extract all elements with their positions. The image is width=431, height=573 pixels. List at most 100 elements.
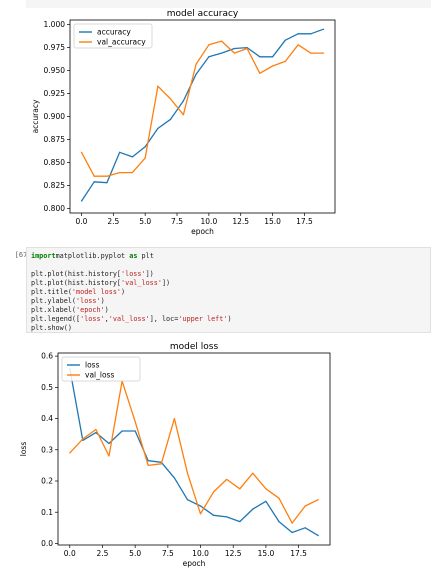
data-point-val-loss (186, 472, 189, 474)
code-keyword: as (129, 252, 138, 260)
code-text: ) (100, 297, 105, 305)
code-line: plt.plot(hist.history['loss']) (31, 270, 154, 278)
data-point-val-accuracy (80, 151, 83, 153)
series-line-val-accuracy (80, 40, 324, 177)
x-tick-label: 17.5 (290, 549, 307, 558)
x-tick-label: 5.0 (129, 549, 141, 558)
x-tick-label: 15.0 (258, 549, 275, 558)
plot-frame (57, 352, 331, 546)
code-text: plt.ylabel( (31, 297, 77, 305)
data-point-val-accuracy (182, 114, 184, 116)
series-line-accuracy (80, 28, 324, 202)
plot-frame (69, 19, 336, 214)
code-text: plt.legend([ (31, 315, 81, 323)
y-tick-label: 0.4 (41, 414, 53, 423)
data-point-loss (213, 514, 215, 516)
data-point-loss (121, 430, 123, 432)
data-point-val-loss (199, 513, 202, 515)
y-axis-label: loss (19, 442, 28, 457)
data-point-accuracy (80, 200, 83, 202)
code-text: plt.title( (31, 288, 72, 296)
code-line: plt.xlabel('epoch') (31, 306, 109, 314)
y-tick-label: 0.3 (41, 445, 53, 454)
chart-title: model loss (170, 342, 219, 352)
data-point-accuracy (284, 39, 286, 41)
data-point-accuracy (271, 56, 274, 58)
data-point-val-accuracy (208, 44, 210, 46)
code-line: plt.plot(hist.history['val_loss']) (31, 279, 170, 287)
y-tick-label: 0.825 (44, 181, 66, 190)
data-point-loss (252, 508, 254, 510)
data-point-accuracy (221, 52, 223, 54)
data-point-loss (134, 430, 136, 432)
x-tick-label: 7.5 (171, 217, 183, 226)
x-tick-label: 7.5 (162, 549, 174, 558)
data-point-loss (147, 460, 149, 462)
data-point-accuracy (157, 127, 159, 130)
code-string: 'model loss' (71, 288, 122, 296)
code-text: ]) (145, 270, 154, 278)
legend-label: accuracy (97, 28, 131, 37)
code-text: , (104, 315, 109, 323)
x-tick-label: 12.5 (232, 217, 249, 226)
data-point-val-loss (160, 463, 162, 465)
y-tick-label: 0.6 (41, 352, 53, 361)
cell-input[interactable]: importmatplotlib.pyplot as plt plt.plot(… (26, 247, 431, 333)
y-tick-label: 0.950 (44, 66, 66, 75)
data-point-val-loss (173, 417, 175, 420)
chart-title: model accuracy (167, 9, 239, 19)
legend-label: val_loss (85, 371, 114, 380)
y-tick-label: 0.975 (44, 43, 66, 52)
y-tick-label: 0.2 (41, 477, 53, 486)
code-text: ) (227, 315, 232, 323)
data-point-val-loss (108, 455, 110, 457)
y-axis-label: accuracy (31, 99, 40, 133)
accuracy-chart: model accuracy 0.800 0.825 0.850 0.875 0.900 0… (31, 9, 336, 236)
x-tick-label: 17.5 (296, 217, 313, 226)
data-point-val-accuracy (297, 44, 299, 46)
code-string: 'val_loss' (121, 279, 162, 287)
data-point-val-loss (95, 428, 97, 431)
data-point-loss (199, 505, 202, 507)
legend-box (61, 356, 141, 382)
code-text: plt (137, 252, 154, 260)
code-string: 'loss' (80, 315, 105, 323)
data-point-loss (278, 520, 280, 523)
y-tick-label: 0.850 (44, 158, 66, 167)
y-tick-label: 0.875 (44, 135, 66, 144)
y-tick-label: 0.900 (44, 112, 66, 121)
data-point-val-accuracy (221, 40, 223, 42)
code-keyword: import (31, 252, 56, 260)
data-point-val-loss (317, 499, 319, 501)
data-point-loss (226, 516, 228, 518)
data-point-val-loss (304, 505, 306, 507)
data-point-accuracy (144, 146, 146, 148)
loss-chart: model loss 0.0 0.1 0.2 0.3 0.4 0.5 0.6 0.0 2.5 5.0… (19, 342, 331, 568)
code-cell[interactable]: [672]: importmatplotlib.pyplot as plt pl… (0, 247, 431, 333)
data-point-loss (173, 477, 175, 479)
data-point-val-accuracy (246, 47, 248, 50)
data-point-val-accuracy (131, 171, 134, 174)
data-point-accuracy (259, 56, 261, 58)
code-text: plt.plot(hist.history[ (31, 279, 122, 287)
code-text: ) (104, 306, 109, 314)
data-point-val-accuracy (93, 175, 95, 177)
code-line: plt.title('model loss') (31, 288, 125, 296)
x-tick-label: 15.0 (264, 217, 281, 226)
x-tick-label: 10.0 (192, 549, 209, 558)
data-point-accuracy (233, 47, 235, 50)
x-tick-label: 2.5 (96, 549, 108, 558)
data-point-accuracy (195, 73, 197, 75)
data-point-accuracy (310, 33, 312, 35)
y-tick-label: 0.0 (41, 539, 53, 548)
x-axis-label: epoch (191, 227, 214, 236)
code-editor[interactable]: importmatplotlib.pyplot as plt plt.plot(… (31, 252, 232, 333)
code-text: plt.plot(hist.history[ (31, 270, 122, 278)
data-point-accuracy (246, 46, 248, 49)
code-text: matplotlib.pyplot (55, 252, 130, 260)
data-point-val-accuracy (310, 52, 312, 54)
y-tick-label: 0.800 (44, 204, 66, 213)
